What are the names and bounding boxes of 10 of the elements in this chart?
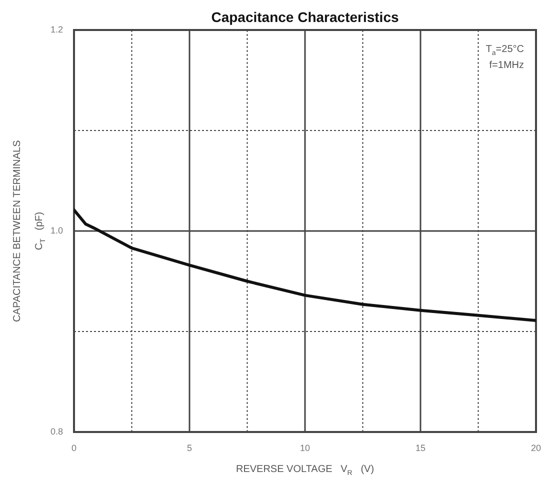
chart-title: Capacitance Characteristics <box>211 9 399 25</box>
annotation: f=1MHz <box>489 60 524 71</box>
x-tick-label: 20 <box>530 442 541 453</box>
y-tick-label: 0.8 <box>50 426 63 436</box>
x-tick-label: 10 <box>300 442 310 453</box>
y-tick-label: 1.0 <box>50 225 63 236</box>
x-tick-label: 15 <box>415 442 426 453</box>
x-tick-label: 0 <box>71 442 77 453</box>
y-tick-label: 1.2 <box>50 24 63 34</box>
x-tick-label: 5 <box>186 442 192 453</box>
